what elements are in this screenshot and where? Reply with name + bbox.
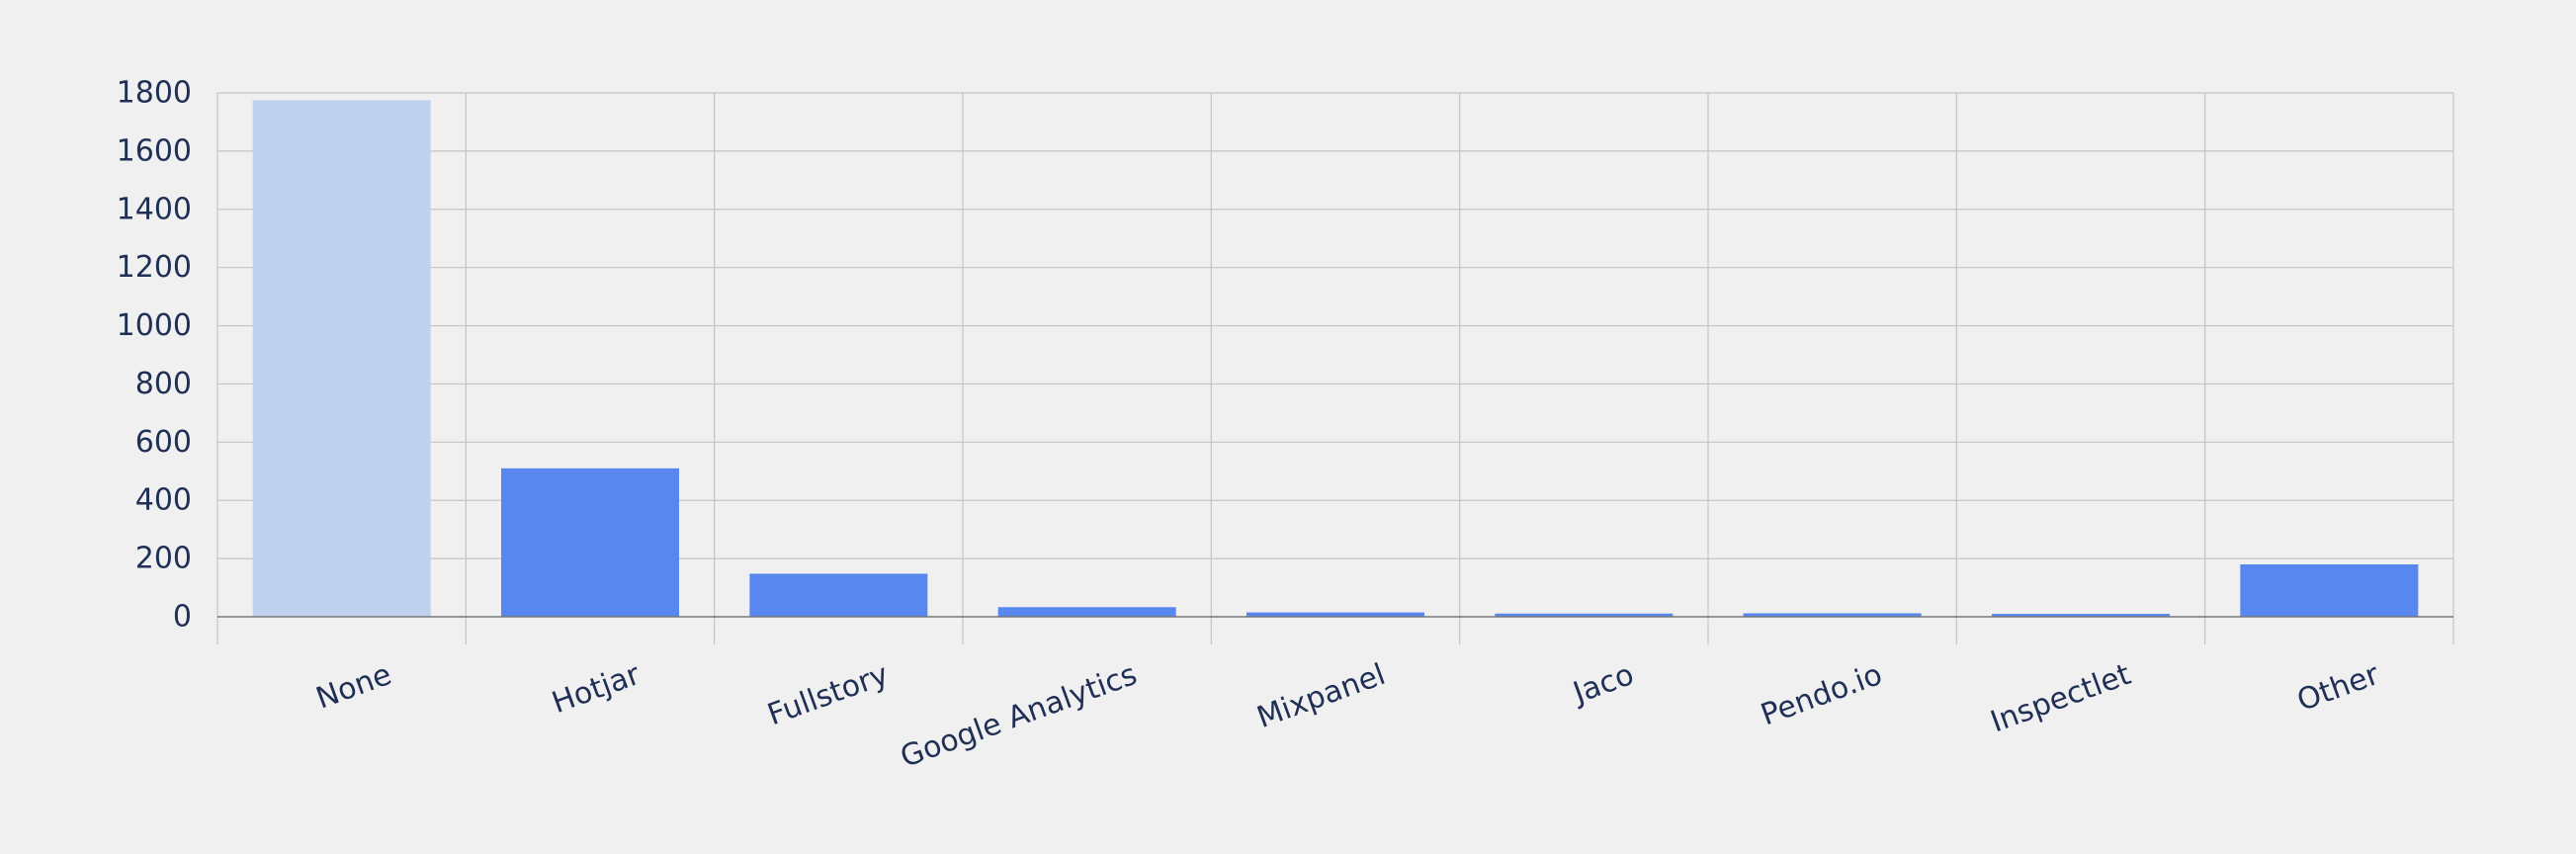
y-tick-label: 200 xyxy=(135,542,192,576)
y-tick-label: 1800 xyxy=(117,76,192,111)
y-tick-label: 600 xyxy=(135,425,192,460)
bar-other xyxy=(2240,564,2419,617)
bar-inspectlet xyxy=(1992,614,2170,617)
y-tick-labels: 0 200 400 600 800 1000 1200 1400 1600 1800 xyxy=(117,76,192,635)
x-tick-label: Hotjar xyxy=(548,657,645,721)
x-tick-labels: None Hotjar Fullstory Google Analytics Mixpa… xyxy=(311,657,2384,775)
y-tick-label: 400 xyxy=(135,483,192,518)
bar-jaco xyxy=(1495,613,1674,617)
x-tick-label: None xyxy=(311,657,396,717)
x-tick-label: Jaco xyxy=(1567,657,1638,712)
grid xyxy=(216,92,2454,644)
y-tick-label: 1200 xyxy=(117,250,192,285)
y-tick-label: 1000 xyxy=(117,308,192,343)
bar-pendo-io xyxy=(1743,613,1922,617)
y-tick-label: 800 xyxy=(135,367,192,401)
y-tick-label: 0 xyxy=(173,600,192,635)
x-tick-label: Other xyxy=(2292,657,2384,719)
bar-google-analytics xyxy=(997,607,1176,617)
x-tick-label: Fullstory xyxy=(763,657,893,732)
x-tick-label: Google Analytics xyxy=(896,657,1141,775)
y-tick-label: 1600 xyxy=(117,133,192,168)
x-tick-label: Mixpanel xyxy=(1252,657,1390,735)
bar-mixpanel xyxy=(1246,612,1424,617)
x-tick-label: Pendo.io xyxy=(1757,657,1887,733)
bar-none xyxy=(252,100,431,618)
bars xyxy=(252,100,2419,618)
bar-fullstory xyxy=(749,573,928,617)
bar-hotjar xyxy=(501,468,679,617)
x-tick-label: Inspectlet xyxy=(1986,657,2135,740)
y-tick-label: 1400 xyxy=(117,192,192,226)
